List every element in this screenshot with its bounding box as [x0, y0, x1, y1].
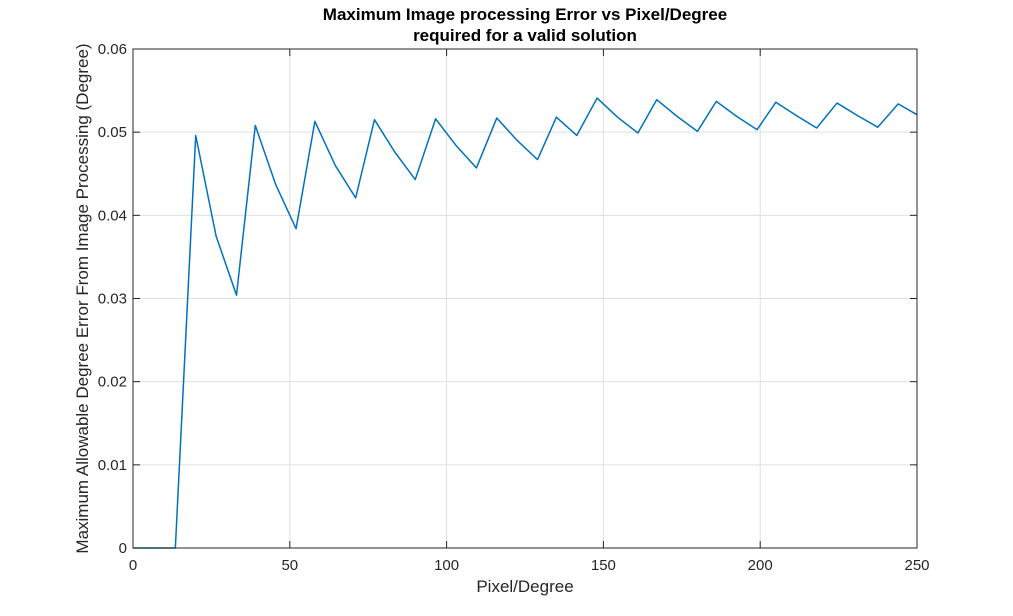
- x-tick-label: 250: [904, 557, 929, 574]
- series-line: [133, 97, 918, 549]
- x-tick-label: 50: [281, 557, 298, 574]
- y-axis-label: Maximum Allowable Degree Error From Imag…: [73, 43, 92, 553]
- y-tick-label: 0.01: [98, 457, 127, 474]
- y-tick-label: 0.06: [98, 41, 127, 58]
- chart-title-line: required for a valid solution: [413, 26, 637, 45]
- y-tick-label: 0.04: [98, 207, 127, 224]
- axis-ticks: [132, 48, 918, 549]
- chart-title-line: Maximum Image processing Error vs Pixel/…: [323, 5, 727, 24]
- y-tick-label: 0.02: [98, 374, 127, 391]
- x-tick-label: 100: [434, 557, 459, 574]
- x-tick-label: 150: [591, 557, 616, 574]
- x-tick-label: 200: [748, 557, 773, 574]
- x-axis-label: Pixel/Degree: [476, 577, 573, 596]
- x-tick-label: 0: [129, 557, 137, 574]
- y-tick-label: 0.05: [98, 124, 127, 141]
- axis-tick-labels: 0 50 100 150 200 250 0 0.01 0.02 0.03 0.04 0.05 0.06: [98, 41, 930, 574]
- chart-title: Maximum Image processing Error vs Pixel/…: [323, 5, 727, 45]
- y-tick-label: 0: [119, 540, 127, 557]
- data-series: [133, 97, 918, 549]
- y-tick-label: 0.03: [98, 291, 127, 308]
